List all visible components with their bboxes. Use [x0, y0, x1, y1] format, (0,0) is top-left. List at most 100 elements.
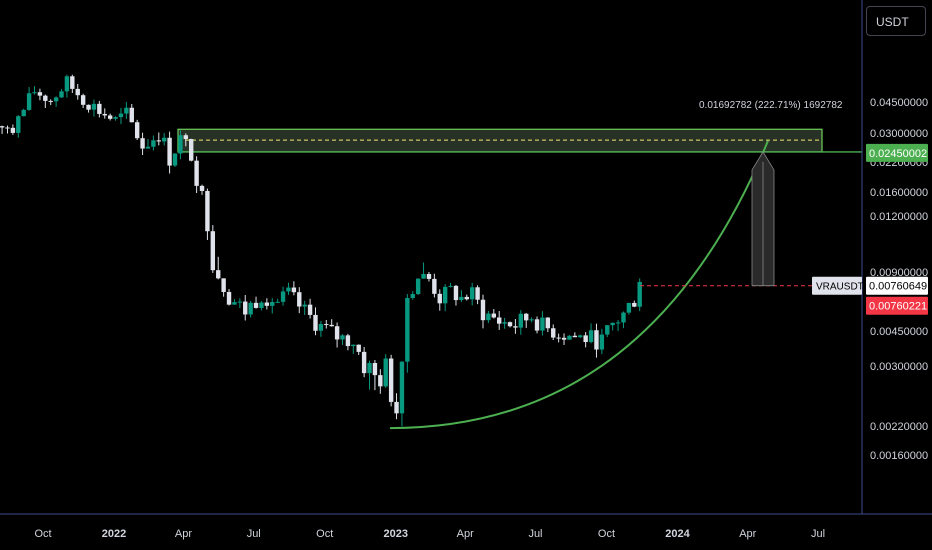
- candle: [621, 311, 626, 329]
- candle-body: [491, 313, 496, 318]
- candle: [318, 320, 324, 337]
- candle-body: [37, 92, 43, 96]
- last-price-alt-tag-bg: [866, 296, 928, 315]
- candle-body: [124, 107, 129, 114]
- candle-body: [459, 296, 464, 301]
- candle: [356, 344, 361, 355]
- symbol-label: VRAUSDT: [816, 282, 864, 293]
- candle-body: [621, 312, 626, 323]
- candle: [540, 311, 545, 336]
- candle: [43, 94, 48, 108]
- candle: [32, 86, 37, 95]
- y-tick-label: 0.00300000: [870, 361, 928, 373]
- candle: [415, 278, 421, 295]
- candle-body: [75, 88, 80, 96]
- candle: [59, 89, 64, 98]
- candle: [237, 298, 243, 308]
- candle-body: [475, 287, 480, 300]
- candle: [243, 295, 248, 321]
- candle-body: [205, 190, 210, 232]
- candle: [394, 393, 399, 420]
- candle-body: [399, 361, 405, 414]
- candle: [448, 282, 453, 288]
- candle: [264, 298, 270, 310]
- candle: [480, 294, 486, 329]
- candle-body: [221, 278, 226, 292]
- candle-body: [97, 103, 102, 114]
- candle: [194, 156, 199, 194]
- candle: [86, 104, 91, 113]
- candle-body: [134, 122, 140, 139]
- candle: [556, 333, 561, 343]
- candle: [199, 184, 205, 195]
- candle: [167, 131, 172, 174]
- candle: [432, 273, 437, 298]
- candle: [497, 311, 502, 330]
- candle-body: [70, 76, 75, 89]
- candle: [361, 346, 367, 378]
- candle-body: [534, 319, 540, 331]
- candle: [605, 325, 610, 337]
- candle-body: [329, 324, 334, 327]
- candle-body: [226, 291, 232, 305]
- candle: [75, 83, 80, 100]
- candle-body: [637, 281, 642, 307]
- x-tick-label: Jul: [528, 528, 542, 540]
- candle-body: [545, 317, 551, 329]
- candle-body: [313, 314, 318, 331]
- candle-body: [480, 299, 486, 321]
- candle: [156, 132, 161, 146]
- candle: [383, 354, 388, 388]
- last-price-tag-bg: [866, 276, 928, 295]
- candle-body: [145, 146, 151, 149]
- rounding-bottom-curve: [389, 140, 769, 430]
- candle-body: [561, 337, 567, 340]
- candle-body: [291, 287, 297, 293]
- candle-body: [469, 287, 475, 300]
- candle-body: [518, 313, 524, 328]
- candle-body: [394, 401, 399, 414]
- candle: [216, 256, 221, 280]
- candle-body: [275, 301, 280, 303]
- candle: [378, 369, 383, 394]
- candle: [64, 74, 70, 98]
- quote-currency-button[interactable]: USDT: [866, 6, 926, 36]
- candle: [248, 300, 253, 318]
- candle-body: [307, 304, 313, 315]
- candle: [502, 317, 507, 329]
- symbol-label-bg: [812, 276, 862, 295]
- x-tick-label: 2023: [384, 528, 408, 540]
- candle-body: [405, 298, 410, 362]
- candle-body: [513, 326, 518, 328]
- candle-body: [426, 274, 432, 279]
- candle-body: [378, 375, 383, 387]
- candle: [410, 291, 415, 300]
- candle-body: [588, 330, 594, 343]
- candle-body: [497, 317, 502, 324]
- candle: [534, 316, 540, 334]
- candle: [189, 138, 194, 162]
- candle: [388, 354, 394, 407]
- candle-body: [599, 334, 605, 350]
- candle-body: [118, 113, 124, 118]
- candle: [329, 319, 334, 327]
- y-tick-label: 0.03000000: [870, 128, 928, 140]
- y-tick-label: 0.04500000: [870, 97, 928, 109]
- candle-body: [372, 363, 378, 376]
- candle: [91, 99, 97, 117]
- candle: [561, 333, 567, 345]
- candle: [161, 132, 167, 146]
- candle: [53, 96, 59, 107]
- candle: [442, 284, 448, 312]
- candle: [405, 294, 410, 373]
- candle: [594, 323, 599, 358]
- candle: [118, 107, 124, 125]
- candle: [232, 299, 237, 305]
- y-tick-label: 0.00900000: [870, 267, 928, 279]
- candles: [0, 74, 642, 427]
- candle-body: [21, 109, 26, 117]
- candle-body: [632, 302, 637, 307]
- candle-body: [286, 287, 291, 292]
